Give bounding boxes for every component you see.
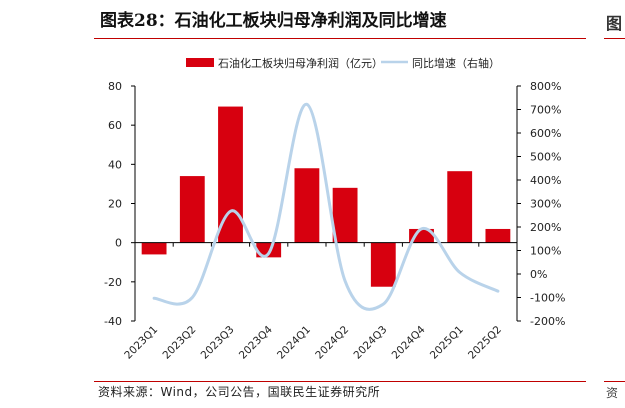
chart-title: 图表28：石油化工板块归母净利润及同比增速 xyxy=(100,11,447,31)
bar-2024Q3 xyxy=(370,242,396,287)
legend-bar-swatch xyxy=(186,58,214,67)
right-tick-label: 300% xyxy=(530,198,561,211)
clipped-edge-marker: 图 xyxy=(606,14,623,33)
title-rule xyxy=(94,38,586,39)
legend-bar-label: 石油化工板块归母净利润（亿元） xyxy=(218,56,383,70)
x-tick-label-2024Q2: 2024Q2 xyxy=(313,324,351,362)
bar-2024Q2 xyxy=(332,187,358,243)
x-tick-label-2023Q1: 2023Q1 xyxy=(122,324,160,362)
left-tick-label: -20 xyxy=(104,276,122,289)
right-tick-label: 800% xyxy=(530,80,561,93)
right-tick-label: -200% xyxy=(530,315,565,328)
left-tick-label: 0 xyxy=(115,237,122,250)
right-tick-label: 0% xyxy=(530,268,547,281)
source-rule xyxy=(94,381,586,382)
clipped-edge-rule xyxy=(604,38,625,39)
bar-2025Q1 xyxy=(447,171,473,243)
left-tick-label: 80 xyxy=(108,80,122,93)
bar-2023Q4 xyxy=(256,242,282,258)
left-tick-label: 60 xyxy=(108,119,122,132)
plot-area: 80 60 40 20 0 -20 -40 800% 700% 600% 500% 400% 300% 2… xyxy=(104,80,565,362)
legend-line-label: 同比增速（右轴） xyxy=(412,56,500,70)
x-tick-label-2025Q1: 2025Q1 xyxy=(428,324,466,362)
left-tick-label: 40 xyxy=(108,158,122,171)
x-tick-label-2024Q4: 2024Q4 xyxy=(390,323,428,361)
clipped-edge-source: 资 xyxy=(606,386,619,400)
x-tick-label-2025Q2: 2025Q2 xyxy=(466,324,504,362)
x-tick-label-2024Q3: 2024Q3 xyxy=(351,324,389,362)
right-tick-label: 400% xyxy=(530,174,561,187)
right-tick-label: -100% xyxy=(530,292,565,305)
right-tick-label: 600% xyxy=(530,127,561,140)
bar-2025Q2 xyxy=(485,228,511,243)
clipped-edge-rule-bottom xyxy=(604,381,625,382)
yoy-growth-line xyxy=(152,102,500,311)
right-tick-label: 500% xyxy=(530,151,561,164)
legend: 石油化工板块归母净利润（亿元） 同比增速（右轴） xyxy=(186,56,500,70)
right-tick-label: 200% xyxy=(530,221,561,234)
left-tick-label: 20 xyxy=(108,198,122,211)
bar-2024Q1 xyxy=(294,168,320,243)
x-tick-label-2024Q1: 2024Q1 xyxy=(275,324,313,362)
right-tick-label: 100% xyxy=(530,245,561,258)
right-tick-label: 700% xyxy=(530,104,561,117)
x-tick-label-2023Q3: 2023Q3 xyxy=(199,324,237,362)
x-tick-label-2023Q2: 2023Q2 xyxy=(160,324,198,362)
left-tick-label: -40 xyxy=(104,315,122,328)
bar-2023Q1 xyxy=(141,242,167,255)
bar-2024Q4 xyxy=(409,228,434,243)
source-note: 资料来源：Wind，公司公告，国联民生证券研究所 xyxy=(98,385,381,399)
x-tick-label-2023Q4: 2023Q4 xyxy=(237,323,275,361)
bar-2023Q2 xyxy=(179,176,205,243)
